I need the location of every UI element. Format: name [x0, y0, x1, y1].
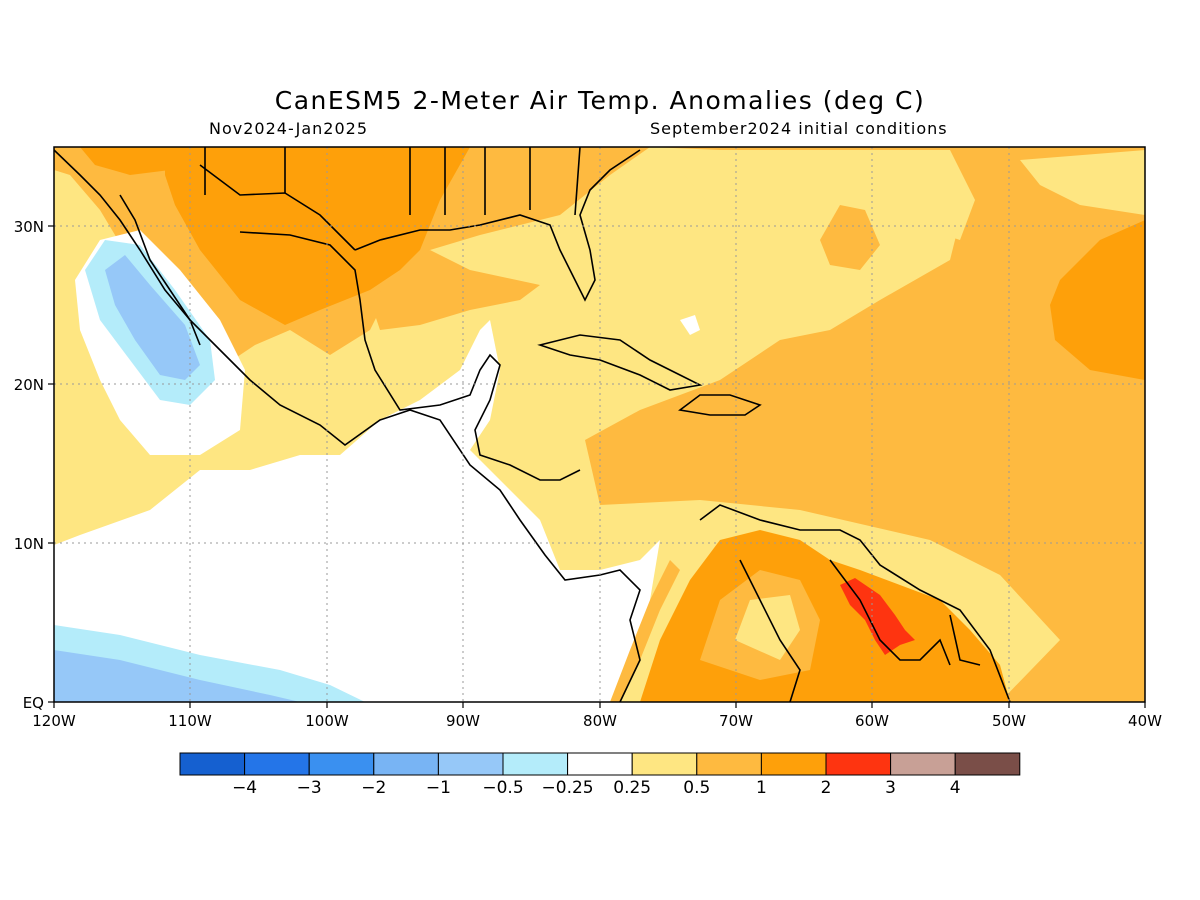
colorbar-swatch — [179, 752, 246, 776]
colorbar-swatch — [890, 752, 956, 776]
x-tick-label: 70W — [719, 712, 753, 730]
colorbar-label: 0.25 — [613, 778, 651, 798]
colorbar-swatch — [760, 752, 827, 776]
colorbar-label: 1 — [756, 778, 767, 798]
colorbar-label: 3 — [885, 778, 896, 798]
coastline-pacific-mexico — [54, 149, 641, 702]
coastline-south-america — [699, 504, 1011, 702]
colorbar-label: −0.25 — [542, 778, 594, 798]
colorbar-swatch — [567, 752, 633, 776]
colorbar-label: −0.5 — [482, 778, 523, 798]
y-tick-label: EQ — [23, 694, 44, 712]
grid-lines — [54, 147, 1145, 702]
colorbar-swatch — [308, 752, 375, 776]
anomaly-region-baja-blue — [105, 255, 200, 380]
anomaly-region-texas — [165, 147, 470, 325]
anomaly-region-atlantic-hole — [680, 150, 975, 240]
anomaly-region-pacific-neutral — [54, 320, 660, 702]
x-tick-label: 80W — [583, 712, 617, 730]
anomaly-region-atlantic-spot — [820, 205, 880, 270]
colorbar-label: 4 — [950, 778, 961, 798]
anomaly-region-pacific-blue — [54, 650, 300, 702]
x-tick-label: 100W — [305, 712, 349, 730]
colorbar-swatch — [954, 752, 1021, 776]
x-axis-labels: 120W 110W 100W 90W 80W 70W 60W 50W 40W — [32, 712, 1162, 730]
anomaly-region-caribbean-neutral — [680, 315, 700, 335]
coastline-baja — [119, 194, 201, 346]
x-tick-label: 120W — [32, 712, 76, 730]
anomaly-region-south-america-inner-2 — [735, 595, 800, 660]
y-axis-labels: EQ 10N 20N 30N — [14, 218, 44, 712]
colorbar-label: 2 — [821, 778, 832, 798]
x-tick-label: 110W — [168, 712, 212, 730]
colorbar-swatch — [631, 752, 698, 776]
coastline-cuba — [537, 334, 703, 391]
y-tick-label: 10N — [14, 535, 44, 553]
colorbar-swatch — [502, 752, 569, 776]
colorbar-label: −1 — [426, 778, 451, 798]
colorbar-label: −4 — [232, 778, 257, 798]
border-venezuela — [739, 559, 801, 702]
x-tick-label: 40W — [1128, 712, 1162, 730]
anomaly-field — [54, 147, 1145, 702]
border-guyana — [829, 559, 951, 666]
coastlines — [54, 147, 1011, 702]
colorbar-label: −2 — [361, 778, 386, 798]
anomaly-region-texas-2 — [80, 147, 170, 175]
coastline-hispaniola — [678, 394, 762, 416]
border-suriname — [949, 614, 981, 666]
anomaly-region-atlantic-hole-2 — [1020, 150, 1145, 215]
border-us-states — [204, 147, 581, 216]
tick-marks — [48, 225, 1146, 708]
anomaly-region-gulf — [370, 250, 540, 330]
y-tick-label: 20N — [14, 376, 44, 394]
colorbar-swatch — [825, 752, 892, 776]
anomaly-region-east-atlantic — [1050, 220, 1145, 380]
colorbar-label: −3 — [297, 778, 322, 798]
colorbar-swatch — [437, 752, 504, 776]
initial-conditions: September2024 initial conditions — [650, 119, 948, 138]
x-tick-label: 90W — [446, 712, 480, 730]
forecast-period: Nov2024-Jan2025 — [209, 119, 368, 138]
colorbar-label: 0.5 — [683, 778, 710, 798]
colorbar-swatch — [373, 752, 439, 776]
map-title: CanESM5 2-Meter Air Temp. Anomalies (deg… — [274, 86, 926, 115]
anomaly-region-atlantic — [585, 147, 1145, 702]
coastline-us-gulf — [354, 149, 641, 302]
y-tick-label: 30N — [14, 218, 44, 236]
colorbar-swatch — [696, 752, 762, 776]
colorbar: −4 −3 −2 −1 −0.5 −0.25 0.25 0.5 1 2 3 4 — [179, 752, 1021, 798]
coastline-gulf — [239, 231, 581, 481]
x-tick-label: 60W — [855, 712, 889, 730]
colorbar-swatch — [244, 752, 310, 776]
x-tick-label: 50W — [992, 712, 1026, 730]
